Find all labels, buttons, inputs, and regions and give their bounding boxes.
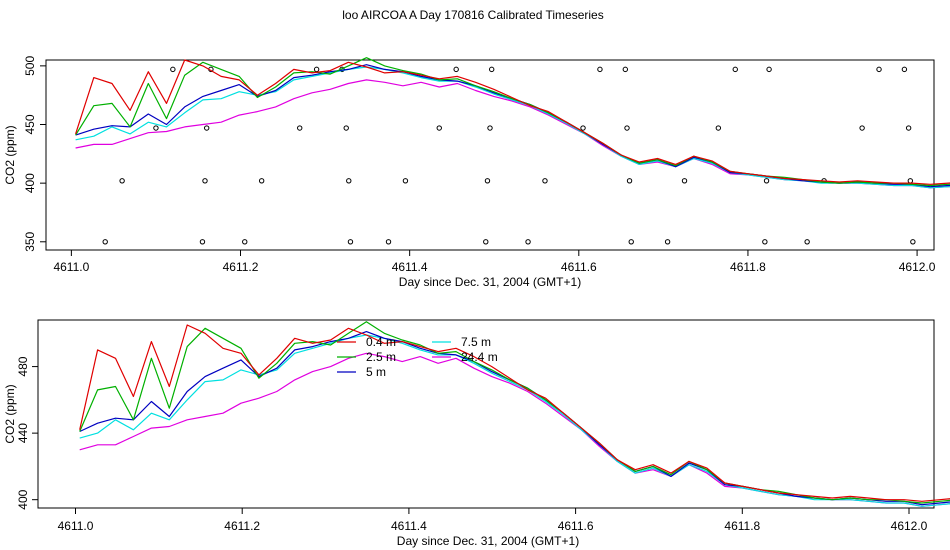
- top-points: [102, 66, 916, 245]
- top-x-tick-label: 4611.6: [561, 260, 597, 274]
- legend-label: 2.5 m: [366, 350, 396, 364]
- top-series-line: [75, 79, 950, 189]
- bottom-y-axis-label: CO2 (ppm): [3, 384, 17, 443]
- bottom-y-axis: 400 440 480: [16, 356, 39, 510]
- top-point: [119, 178, 125, 184]
- top-point: [715, 125, 722, 131]
- bottom-series-line: [79, 331, 950, 506]
- legend-label: 24.4 m: [461, 350, 498, 364]
- bottom-series-line: [79, 321, 950, 504]
- top-point: [624, 125, 630, 131]
- top-x-tick-label: 4611.4: [392, 260, 428, 274]
- top-point: [910, 239, 916, 245]
- top-point: [859, 125, 865, 131]
- top-x-tick-label: 4612.0: [899, 260, 936, 274]
- top-point: [907, 178, 914, 184]
- legend: 0.4 m 7.5 m 2.5 m 24.4 m 5 m: [337, 335, 498, 379]
- top-y-tick-label: 400: [23, 173, 37, 193]
- top-point: [343, 125, 349, 131]
- top-point: [597, 66, 603, 73]
- top-point: [242, 239, 248, 245]
- top-point: [876, 66, 882, 73]
- bottom-x-tick-label: 4611.4: [391, 519, 427, 533]
- top-point: [681, 178, 688, 184]
- top-point: [622, 66, 629, 73]
- top-point: [347, 239, 354, 245]
- bottom-y-tick-label: 440: [16, 423, 30, 443]
- bottom-x-axis-label: Day since Dec. 31, 2004 (GMT+1): [397, 534, 579, 548]
- top-point: [762, 239, 768, 245]
- top-point: [488, 66, 495, 73]
- legend-label: 5 m: [366, 365, 386, 379]
- bottom-x-tick-label: 4611.8: [724, 519, 760, 533]
- bottom-series-line: [79, 352, 950, 507]
- top-y-tick-label: 450: [23, 114, 37, 134]
- top-panel: 4611.0 4611.2 4611.4 4611.6 4611.8 4612.0 350…: [3, 56, 950, 289]
- top-x-tick-label: 4611.0: [53, 260, 89, 274]
- top-series-line: [75, 59, 950, 185]
- top-point: [102, 239, 108, 245]
- top-point: [203, 125, 210, 131]
- bottom-x-tick-label: 4611.2: [224, 519, 260, 533]
- top-point: [626, 178, 633, 184]
- top-point: [542, 178, 548, 184]
- top-series-line: [75, 57, 950, 187]
- top-x-axis: 4611.0 4611.2 4611.4 4611.6 4611.8 4612.0: [53, 249, 936, 274]
- top-point: [804, 239, 810, 245]
- bottom-y-tick-label: 400: [16, 489, 30, 509]
- top-point: [487, 125, 493, 131]
- chart-title: loo AIRCOA A Day 170816 Calibrated Times…: [342, 8, 603, 22]
- top-point: [297, 125, 303, 131]
- bottom-series-line: [79, 324, 950, 502]
- bottom-series-lines: [79, 321, 950, 507]
- top-point: [313, 66, 320, 73]
- top-x-tick-label: 4611.2: [223, 260, 259, 274]
- top-point: [258, 178, 265, 184]
- top-point: [453, 66, 459, 73]
- top-point: [580, 125, 586, 131]
- bottom-x-axis: 4611.0 4611.2 4611.4 4611.6 4611.8 4612.0: [58, 507, 928, 533]
- bottom-y-tick-label: 480: [16, 356, 30, 376]
- top-point: [901, 66, 908, 73]
- top-point: [483, 239, 489, 245]
- top-x-axis-label: Day since Dec. 31, 2004 (GMT+1): [399, 275, 581, 289]
- bottom-panel: 4611.0 4611.2 4611.4 4611.6 4611.8 4612.0 400…: [3, 319, 950, 548]
- bottom-series-line: [79, 334, 950, 507]
- bottom-x-tick-label: 4611.0: [58, 519, 94, 533]
- bottom-x-tick-label: 4611.6: [558, 519, 594, 533]
- top-point: [525, 239, 531, 245]
- top-series-line: [75, 66, 950, 189]
- top-point: [199, 239, 206, 245]
- top-y-axis: 350 400 450 500: [23, 56, 47, 252]
- top-point: [484, 178, 491, 184]
- top-point: [664, 239, 671, 245]
- legend-label: 7.5 m: [461, 335, 491, 349]
- top-point: [153, 125, 159, 131]
- top-point: [628, 239, 634, 245]
- top-point: [732, 66, 738, 73]
- top-series-lines: [75, 57, 950, 189]
- top-point: [170, 66, 176, 73]
- top-point: [402, 178, 409, 184]
- bottom-x-tick-label: 4612.0: [891, 519, 928, 533]
- legend-label: 0.4 m: [366, 335, 396, 349]
- top-point: [763, 178, 770, 184]
- top-point: [766, 66, 772, 73]
- top-point: [385, 239, 392, 245]
- top-y-tick-label: 500: [23, 56, 37, 76]
- top-y-tick-label: 350: [23, 231, 37, 251]
- top-point: [436, 125, 442, 131]
- top-point: [905, 125, 912, 131]
- top-point: [202, 178, 208, 184]
- top-y-axis-label: CO2 (ppm): [3, 125, 17, 184]
- top-point: [346, 178, 352, 184]
- top-x-tick-label: 4611.8: [730, 260, 766, 274]
